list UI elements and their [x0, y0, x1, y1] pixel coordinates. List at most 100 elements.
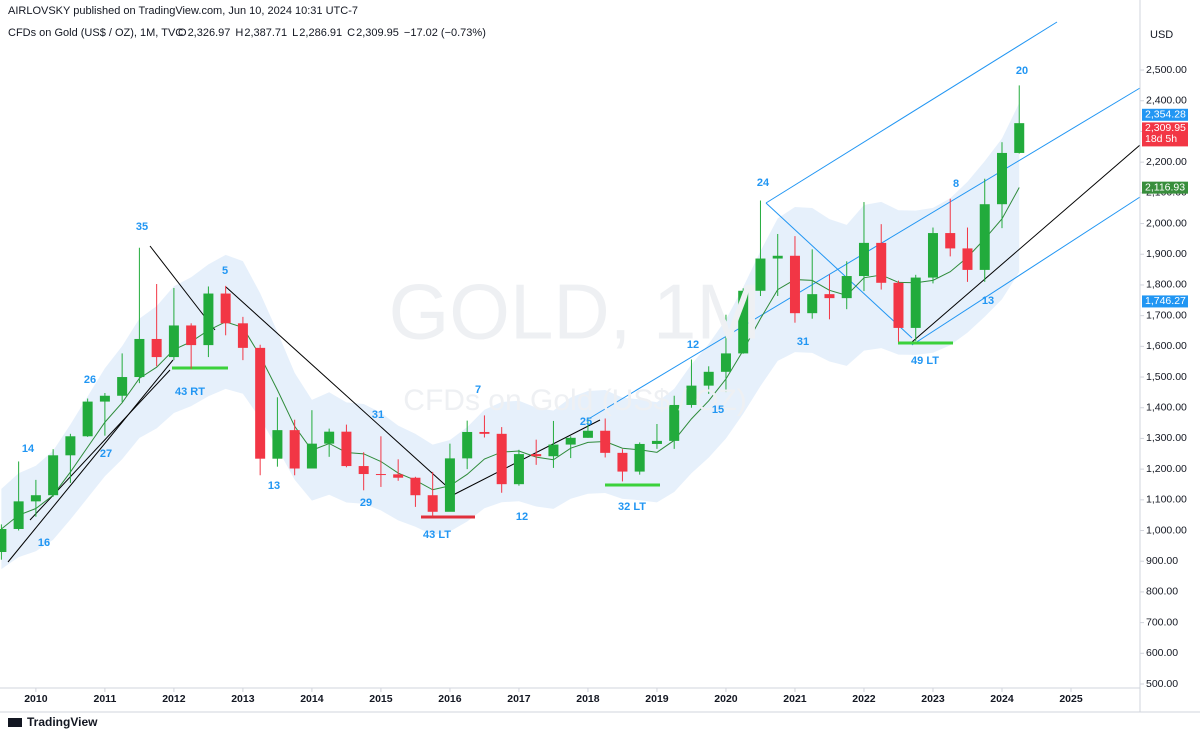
- annotation: 43 LT: [423, 529, 451, 541]
- candle-body: [772, 255, 783, 259]
- candle-body: [945, 233, 956, 249]
- candle-body: [134, 338, 145, 378]
- annotation: 14: [22, 443, 35, 455]
- candle-body: [720, 353, 731, 372]
- y-tick-label: 500.00: [1146, 678, 1178, 690]
- candle-body: [548, 444, 559, 457]
- x-tick-label: 2013: [231, 693, 255, 705]
- candle-body: [634, 443, 645, 472]
- y-tick-label: 2,400.00: [1146, 95, 1187, 107]
- logo: [8, 718, 22, 727]
- y-tick-label: 700.00: [1146, 616, 1178, 628]
- y-tick-label: 1,600.00: [1146, 340, 1187, 352]
- y-tick-label: 1,200.00: [1146, 463, 1187, 475]
- candle-body: [651, 440, 662, 444]
- y-tick-label: 1,800.00: [1146, 279, 1187, 291]
- x-tick-label: 2015: [369, 693, 393, 705]
- candle-body: [82, 401, 93, 437]
- candle-body: [858, 242, 869, 277]
- x-tick-label: 2012: [162, 693, 186, 705]
- candle-body: [117, 377, 128, 396]
- x-tick-label: 2010: [24, 693, 48, 705]
- y-tick-label: 1,700.00: [1146, 309, 1187, 321]
- candle-body: [427, 495, 438, 512]
- annotation: 24: [757, 177, 770, 189]
- price-label-box: [1142, 122, 1188, 147]
- candle-body: [220, 293, 231, 324]
- candle-body: [410, 477, 421, 496]
- candle-body: [168, 325, 179, 358]
- ohlc-key: L: [292, 27, 298, 39]
- annotation: 20: [1016, 65, 1028, 77]
- y-tick-label: 2,200.00: [1146, 156, 1187, 168]
- annotation: 12: [516, 511, 528, 523]
- price-label-box: [1142, 108, 1188, 121]
- annotation: 32 LT: [618, 501, 646, 513]
- candle-body: [789, 255, 800, 314]
- ohlc-key: O: [178, 27, 187, 39]
- candle-body: [927, 233, 938, 278]
- x-tick-label: 2014: [300, 693, 324, 705]
- annotation: 26: [84, 374, 96, 386]
- candle-body: [962, 248, 973, 270]
- trendline: [911, 144, 1141, 343]
- annotation: 29: [360, 497, 372, 509]
- candle-body: [203, 293, 214, 346]
- x-tick-label: 2025: [1059, 693, 1083, 705]
- candle-body: [1014, 123, 1025, 153]
- candle-body: [496, 433, 507, 485]
- candle-body: [99, 395, 110, 402]
- candle-body: [444, 458, 455, 512]
- candle-body: [996, 152, 1007, 205]
- currency: USD: [1150, 29, 1173, 41]
- annotation: 13: [982, 295, 994, 307]
- trendline: [765, 21, 1058, 204]
- candle-body: [617, 452, 628, 472]
- y-tick-label: 800.00: [1146, 586, 1178, 598]
- ohlc-value: 2,387.71: [244, 27, 287, 39]
- trendline: [765, 202, 913, 339]
- ohlc-key: C: [347, 27, 355, 39]
- watermark-symbol: GOLD, 1M: [389, 268, 762, 356]
- candle-body: [565, 437, 576, 445]
- annotation: 13: [268, 480, 280, 492]
- symbol: CFDs on Gold (US$ / OZ), 1M, TVC: [8, 27, 183, 39]
- candle-body: [237, 323, 248, 348]
- annotation: 5: [222, 265, 228, 277]
- candle-body: [582, 430, 593, 438]
- ohlc-value: 2,309.95: [356, 27, 399, 39]
- annotation: 31: [372, 409, 384, 421]
- annotation: 8: [953, 178, 959, 190]
- x-tick-label: 2016: [438, 693, 462, 705]
- annotation: 12: [687, 339, 699, 351]
- candle-body: [48, 455, 59, 496]
- annotation: 7: [475, 384, 481, 396]
- candle-body: [375, 474, 386, 476]
- candle-body: [30, 495, 41, 502]
- candle-body: [0, 528, 7, 553]
- annotation: 43 RT: [175, 386, 205, 398]
- candle-body: [531, 454, 542, 457]
- annotation: 27: [100, 448, 112, 460]
- candle-body: [65, 436, 76, 456]
- price-label: 2,309.95: [1145, 122, 1186, 134]
- ohlc-value: 2,286.91: [299, 27, 342, 39]
- candle-body: [324, 431, 335, 444]
- price-label: 2,116.93: [1145, 181, 1185, 193]
- candle-body: [876, 242, 887, 283]
- candle-body: [341, 431, 352, 467]
- candle-body: [979, 204, 990, 270]
- x-tick-label: 2019: [645, 693, 669, 705]
- x-tick-label: 2022: [852, 693, 876, 705]
- candle-body: [358, 466, 369, 475]
- candle-body: [807, 294, 818, 314]
- price-label: 2,354.28: [1145, 109, 1186, 121]
- y-tick-label: 1,300.00: [1146, 432, 1187, 444]
- candle-body: [703, 371, 714, 386]
- x-tick-label: 2017: [507, 693, 531, 705]
- price-label: 1,746.27: [1145, 295, 1186, 307]
- x-tick-label: 2018: [576, 693, 600, 705]
- y-tick-label: 1,400.00: [1146, 402, 1187, 414]
- x-tick-label: 2023: [921, 693, 945, 705]
- annotation: 16: [38, 537, 50, 549]
